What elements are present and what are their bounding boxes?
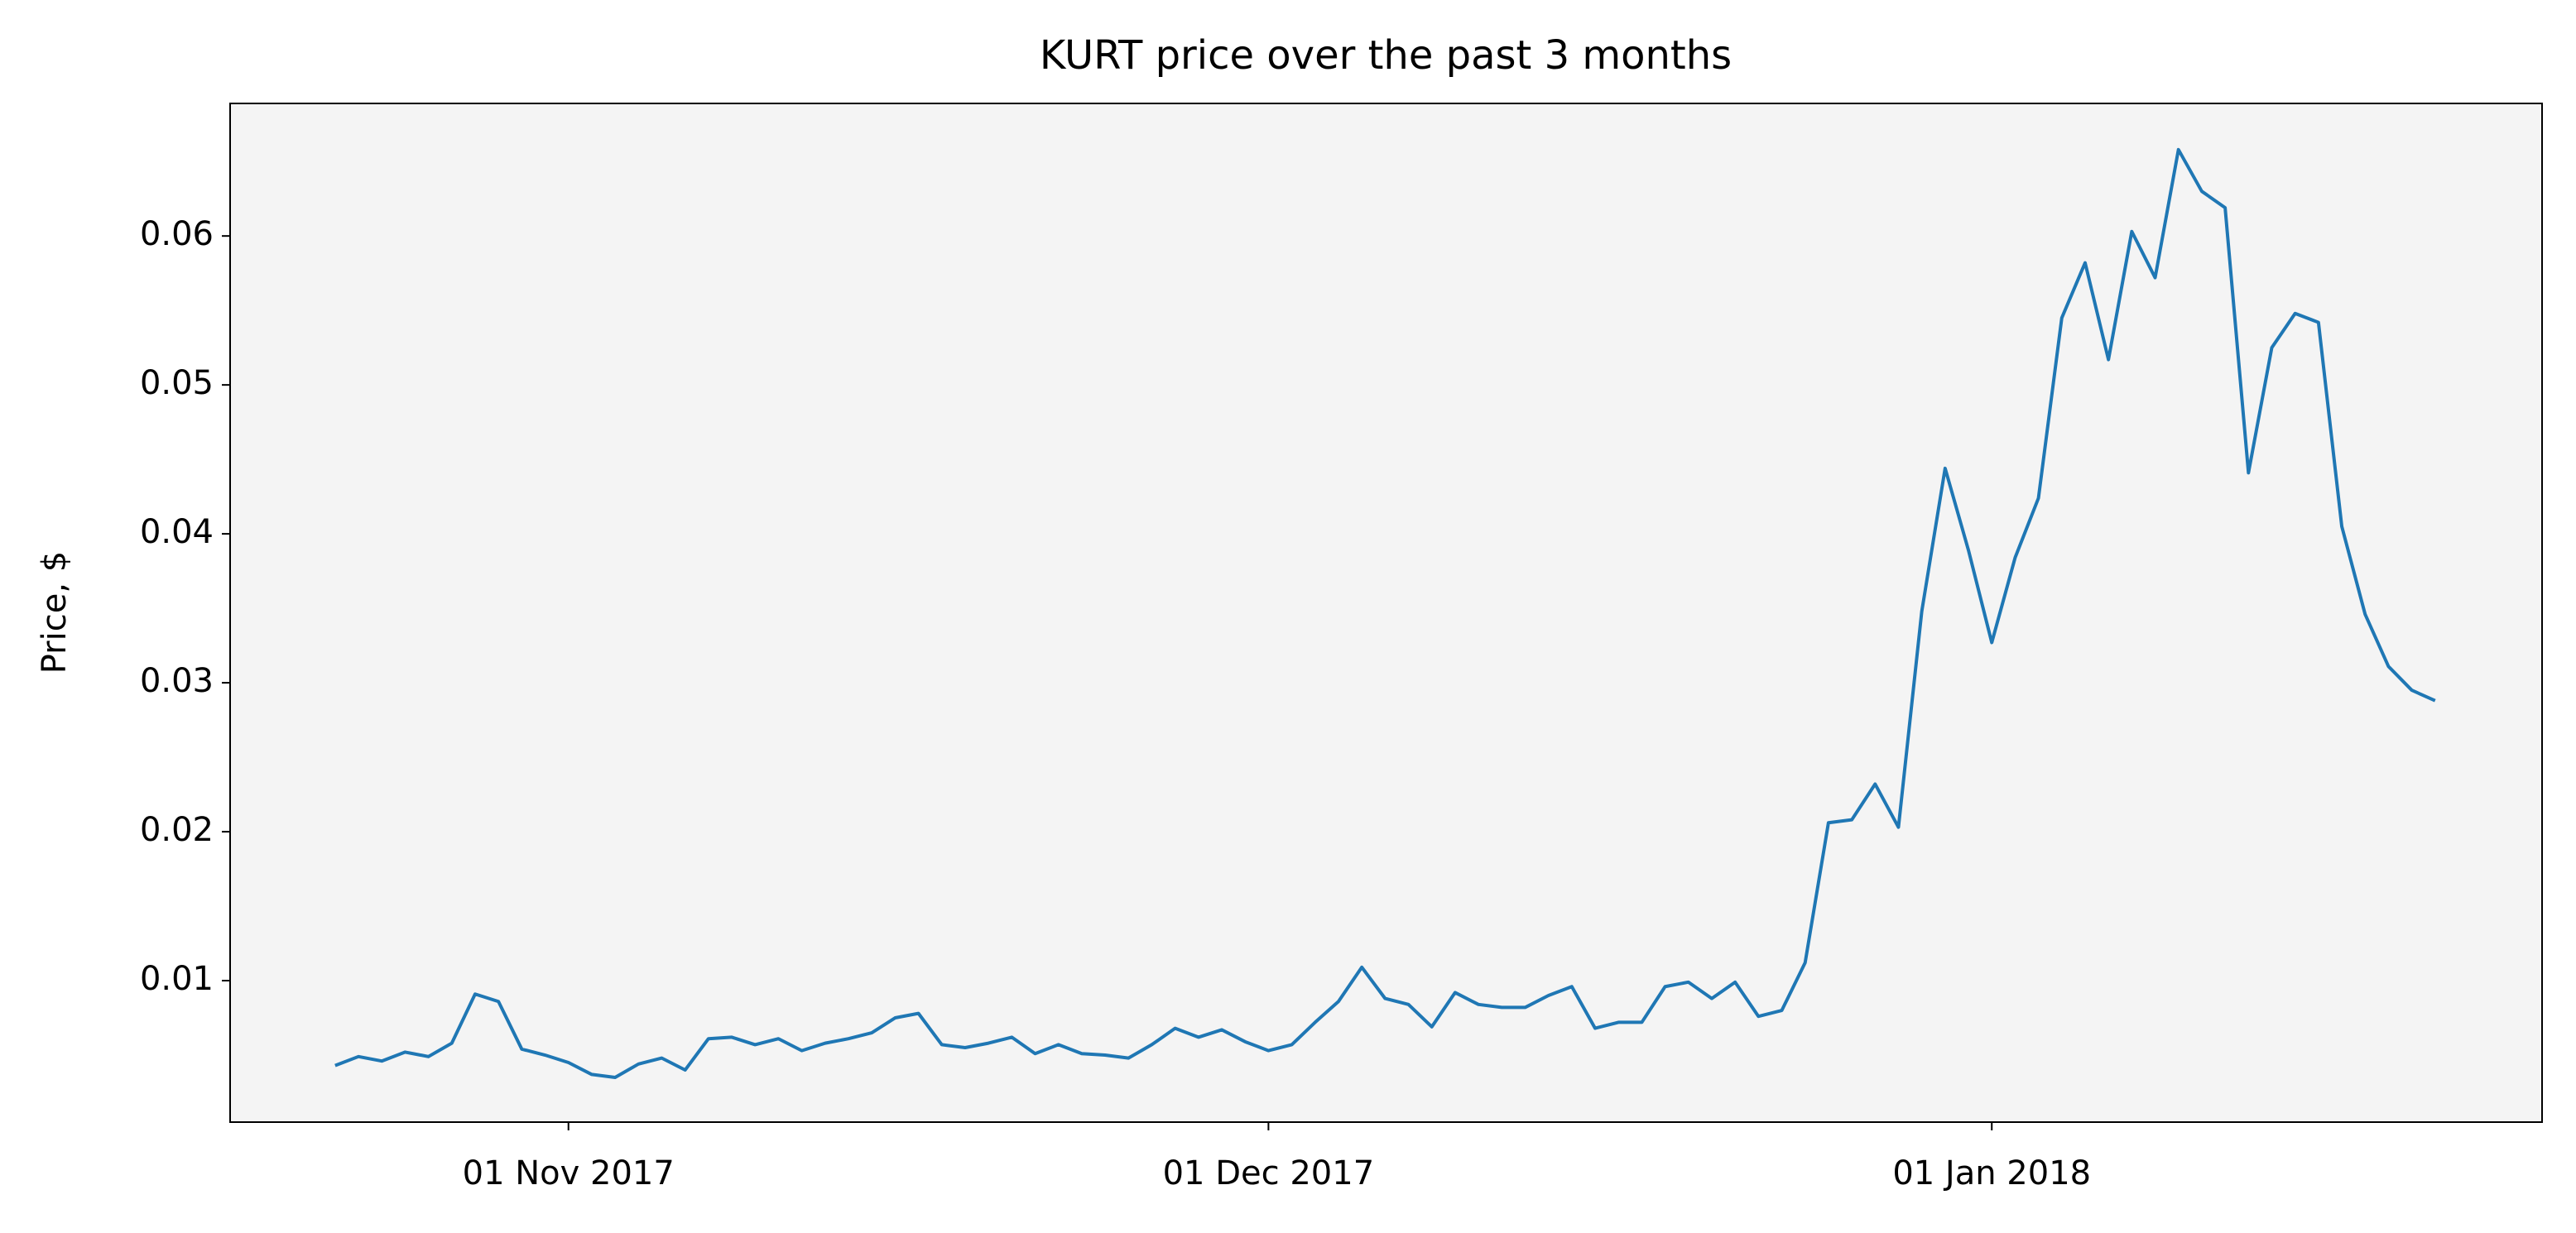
y-tick-label: 0.01 bbox=[140, 960, 214, 998]
x-tick-label: 01 Nov 2017 bbox=[463, 1154, 675, 1192]
axes-frame bbox=[229, 103, 2543, 1123]
chart-title: KURT price over the past 3 months bbox=[1040, 32, 1732, 79]
y-tick-label: 0.02 bbox=[140, 811, 214, 849]
price-line bbox=[334, 147, 2436, 1080]
y-tick-label: 0.06 bbox=[140, 215, 214, 253]
y-tick-label: 0.03 bbox=[140, 662, 214, 700]
x-tick-label: 01 Jan 2018 bbox=[1892, 1154, 2091, 1192]
y-axis-label: Price, $ bbox=[36, 551, 74, 674]
plot-area bbox=[230, 103, 2542, 1122]
y-tick-label: 0.04 bbox=[140, 513, 214, 551]
y-tick-label: 0.05 bbox=[140, 364, 214, 402]
x-tick-label: 01 Dec 2017 bbox=[1163, 1154, 1375, 1192]
